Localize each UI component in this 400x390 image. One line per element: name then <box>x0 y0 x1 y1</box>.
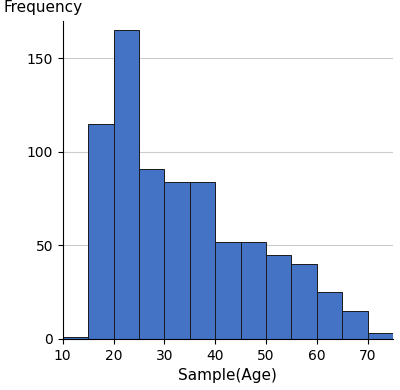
Bar <box>88 124 114 339</box>
Bar <box>266 255 292 339</box>
X-axis label: Sample(Age): Sample(Age) <box>178 368 277 383</box>
Bar <box>63 337 88 339</box>
Bar <box>241 241 266 339</box>
Bar <box>215 241 241 339</box>
Bar <box>317 292 342 339</box>
Y-axis label: Frequency: Frequency <box>3 0 82 14</box>
Bar <box>190 182 215 339</box>
Bar <box>342 311 368 339</box>
Bar <box>368 333 393 339</box>
Bar <box>292 264 317 339</box>
Bar <box>139 168 164 339</box>
Bar <box>164 182 190 339</box>
Bar <box>114 30 139 339</box>
